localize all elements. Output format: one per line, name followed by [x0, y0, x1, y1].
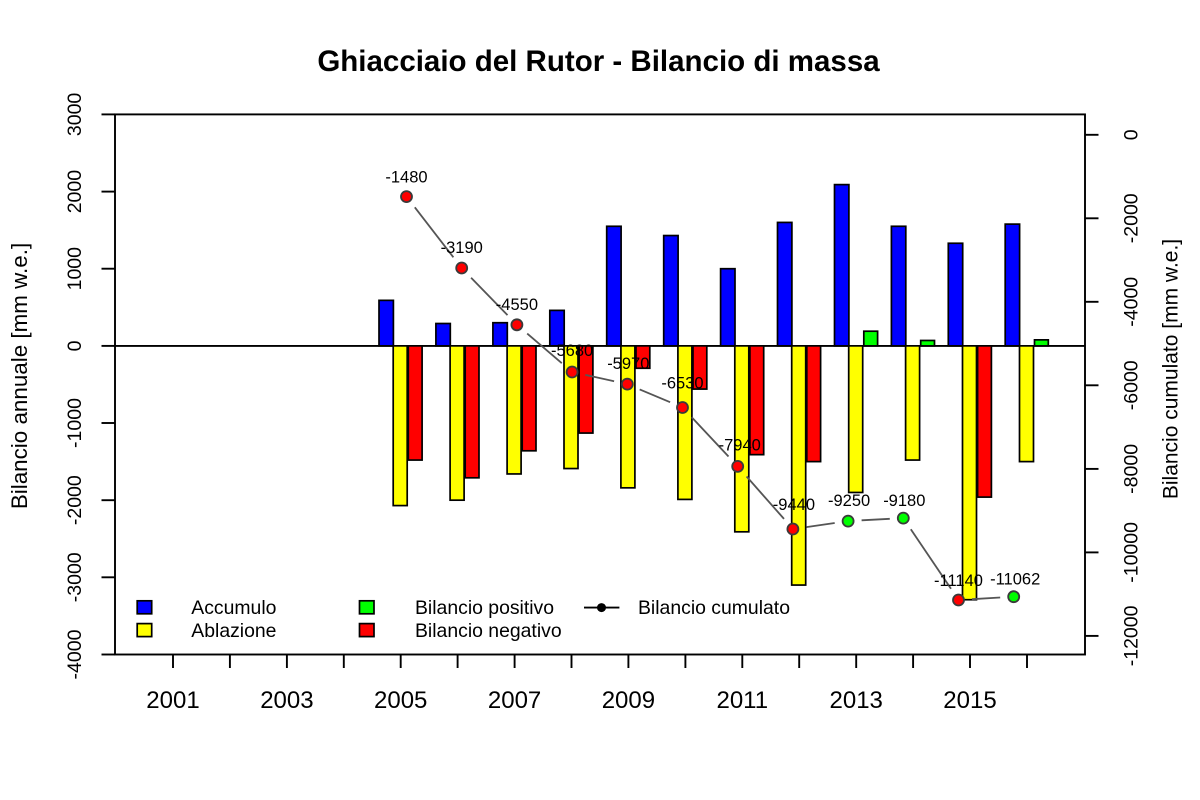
- svg-text:2015: 2015: [943, 687, 996, 714]
- svg-text:-1000: -1000: [64, 398, 86, 448]
- svg-text:Bilancio annuale [mm w.e.]: Bilancio annuale [mm w.e.]: [7, 243, 32, 509]
- svg-text:-2000: -2000: [1121, 193, 1143, 243]
- svg-text:-4000: -4000: [64, 629, 86, 679]
- svg-text:Bilancio negativo: Bilancio negativo: [415, 620, 562, 642]
- svg-text:-7940: -7940: [719, 436, 761, 454]
- svg-text:-6000: -6000: [1121, 360, 1143, 410]
- svg-text:2003: 2003: [260, 687, 313, 714]
- svg-text:2001: 2001: [146, 687, 199, 714]
- svg-text:-9250: -9250: [828, 492, 870, 510]
- svg-text:-12000: -12000: [1121, 605, 1143, 666]
- svg-text:2009: 2009: [602, 687, 655, 714]
- svg-text:2007: 2007: [488, 687, 541, 714]
- svg-text:-3000: -3000: [64, 552, 86, 602]
- svg-text:Accumulo: Accumulo: [191, 597, 276, 619]
- svg-text:Bilancio positivo: Bilancio positivo: [415, 597, 554, 619]
- svg-text:0: 0: [64, 340, 86, 351]
- svg-text:-10000: -10000: [1121, 522, 1143, 583]
- svg-text:Ablazione: Ablazione: [191, 620, 276, 642]
- svg-text:-5680: -5680: [551, 342, 593, 360]
- svg-text:2000: 2000: [64, 170, 86, 214]
- svg-text:-8000: -8000: [1121, 444, 1143, 494]
- svg-text:0: 0: [1121, 129, 1143, 140]
- svg-text:Ghiacciaio del Rutor - Bilanci: Ghiacciaio del Rutor - Bilancio di massa: [317, 45, 880, 78]
- svg-text:2005: 2005: [374, 687, 427, 714]
- svg-text:2013: 2013: [830, 687, 883, 714]
- svg-text:-4550: -4550: [496, 296, 538, 314]
- svg-text:-2000: -2000: [64, 475, 86, 525]
- svg-text:-3190: -3190: [441, 239, 483, 257]
- svg-text:-4000: -4000: [1121, 277, 1143, 327]
- svg-text:-5970: -5970: [607, 355, 649, 373]
- svg-text:-11140: -11140: [934, 572, 983, 590]
- svg-text:-11062: -11062: [990, 571, 1040, 589]
- svg-text:-6530: -6530: [661, 375, 703, 393]
- svg-text:Bilancio cumulato [mm w.e.]: Bilancio cumulato [mm w.e.]: [1160, 239, 1183, 499]
- svg-text:-9440: -9440: [773, 496, 815, 514]
- svg-text:-9180: -9180: [883, 492, 925, 510]
- svg-text:-1480: -1480: [385, 169, 427, 187]
- svg-text:3000: 3000: [64, 93, 86, 137]
- svg-text:2011: 2011: [716, 687, 768, 714]
- svg-text:1000: 1000: [64, 247, 86, 291]
- svg-text:Bilancio cumulato: Bilancio cumulato: [638, 597, 790, 619]
